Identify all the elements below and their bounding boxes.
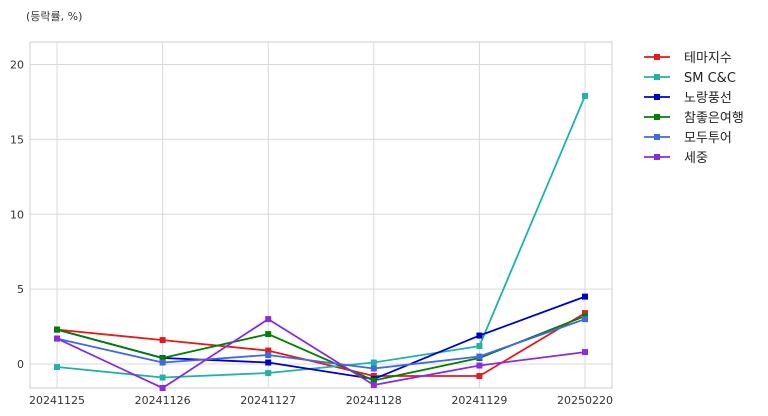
legend-item: 세중	[644, 151, 708, 166]
data-point	[159, 385, 166, 391]
legend-item: 노랑풍선	[644, 91, 732, 106]
series-line	[56, 312, 586, 377]
data-point	[370, 359, 377, 366]
legend-label: 참좋은여행	[684, 110, 744, 126]
series-line	[56, 318, 586, 389]
data-point	[159, 355, 166, 362]
x-tick-label: 20241128	[346, 394, 402, 407]
legend-label: 세중	[684, 151, 708, 166]
data-point	[54, 364, 60, 371]
series-6	[54, 316, 588, 391]
data-point	[265, 316, 272, 323]
data-point	[582, 92, 588, 99]
data-point	[476, 353, 483, 360]
legend-swatch-marker	[654, 94, 660, 100]
y-tick-label: 15	[10, 133, 24, 146]
data-point	[370, 382, 377, 389]
y-tick-label: 0	[17, 358, 24, 371]
data-point	[582, 349, 588, 356]
data-point	[265, 352, 272, 359]
series-lines	[54, 92, 588, 391]
data-point	[54, 335, 60, 342]
data-point	[159, 359, 166, 366]
x-tick-label: 20241129	[451, 394, 507, 407]
legend-swatch-marker	[654, 54, 660, 60]
x-tick-label: 20241125	[29, 394, 85, 407]
data-point	[582, 316, 588, 323]
legend-swatch-marker	[654, 74, 660, 80]
legend-label: 모두투어	[684, 131, 732, 146]
y-tick-label: 20	[10, 58, 24, 71]
legend-label: 테마지수	[684, 51, 732, 66]
y-tick-label: 5	[17, 283, 24, 296]
data-point	[476, 362, 483, 369]
data-point	[159, 374, 166, 381]
y-tick-label: 10	[10, 208, 24, 221]
legend-label: 노랑풍선	[684, 91, 732, 106]
plot-area	[29, 41, 613, 389]
data-point	[582, 293, 588, 300]
series-2	[54, 92, 588, 381]
x-tick-label: 20241126	[135, 394, 191, 407]
legend-label: SM C&C	[684, 71, 736, 86]
legend-swatch-marker	[654, 134, 660, 140]
legend-swatch-marker	[654, 154, 660, 160]
legend-item: 참좋은여행	[644, 110, 744, 126]
data-point	[476, 373, 483, 380]
data-point	[265, 331, 272, 338]
axis-ticks: 0 5 10 15 20 20241125 20241126 20241127 20241128…	[10, 58, 613, 407]
data-point	[265, 359, 272, 366]
data-point	[265, 370, 272, 377]
data-point	[159, 337, 166, 344]
legend-item: SM C&C	[644, 71, 736, 86]
data-point	[370, 365, 377, 372]
x-tick-label: 20250220	[557, 394, 613, 407]
data-point	[476, 343, 483, 350]
unit-label: (등락률, %)	[26, 10, 82, 23]
series-line	[56, 95, 586, 379]
data-point	[265, 347, 272, 354]
data-point	[370, 377, 377, 384]
legend-swatch-marker	[654, 114, 660, 120]
series-line	[56, 318, 586, 370]
x-tick-label: 20241127	[240, 394, 296, 407]
data-point	[54, 326, 60, 333]
legend-item: 모두투어	[644, 131, 732, 146]
data-point	[476, 332, 483, 339]
legend-item: 테마지수	[644, 51, 732, 66]
